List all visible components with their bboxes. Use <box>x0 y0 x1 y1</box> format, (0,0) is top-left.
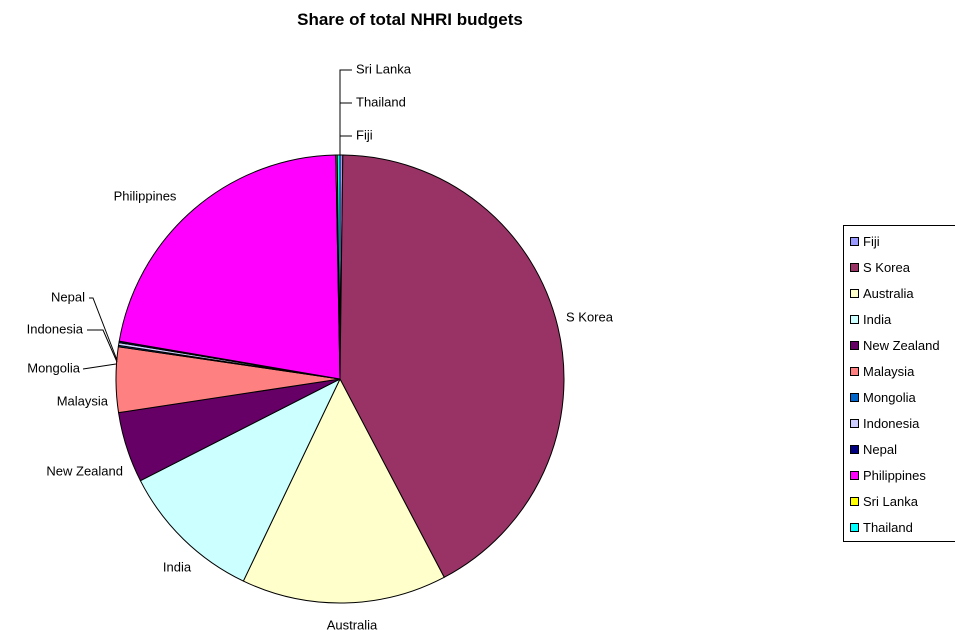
legend-swatch <box>850 288 859 298</box>
slice-label-malaysia: Malaysia <box>57 393 109 408</box>
legend-swatch <box>850 496 859 506</box>
legend-label: Indonesia <box>863 415 920 431</box>
legend-label: Australia <box>863 285 914 301</box>
pie-slices <box>115 154 565 604</box>
legend-swatch <box>850 314 859 324</box>
slice-label-indonesia: Indonesia <box>27 321 84 336</box>
slice-label-thailand: Thailand <box>356 94 406 109</box>
legend-label: Fiji <box>863 233 880 249</box>
legend-swatch <box>850 236 859 246</box>
legend-item-thailand: Thailand <box>844 514 955 540</box>
legend-item-mongolia: Mongolia <box>844 384 955 410</box>
slice-label-india: India <box>163 559 192 574</box>
legend-item-fiji: Fiji <box>844 228 955 254</box>
legend-swatch <box>850 418 859 428</box>
legend-item-philippines: Philippines <box>844 462 955 488</box>
legend: Fiji S Korea Australia India New Zealand Mala… <box>843 225 955 542</box>
legend-item-indonesia: Indonesia <box>844 410 955 436</box>
legend-item-nepal: Nepal <box>844 436 955 462</box>
chart-title: Share of total NHRI budgets <box>297 10 523 29</box>
legend-label: Malaysia <box>863 363 915 379</box>
slice-label-s-korea: S Korea <box>566 309 614 324</box>
legend-item-australia: Australia <box>844 280 955 306</box>
slice-labels: Fiji S Korea Australia India New Zealand Mala… <box>27 61 614 630</box>
legend-label: Mongolia <box>863 389 916 405</box>
legend-label: Nepal <box>863 441 897 457</box>
legend-item-india: India <box>844 306 955 332</box>
legend-swatch <box>850 366 859 376</box>
leader-line-fiji <box>339 135 352 157</box>
slice-label-australia: Australia <box>327 617 378 630</box>
legend-label: New Zealand <box>863 337 940 353</box>
slice-label-fiji: Fiji <box>356 127 373 142</box>
legend-label: Thailand <box>863 519 913 535</box>
legend-swatch <box>850 444 859 454</box>
legend-swatch <box>850 340 859 350</box>
legend-label: S Korea <box>863 259 910 275</box>
legend-label: Philippines <box>863 467 926 483</box>
legend-item-sri-lanka: Sri Lanka <box>844 488 955 514</box>
legend-label: India <box>863 311 892 327</box>
slice-label-new-zealand: New Zealand <box>46 463 123 478</box>
legend-item-s-korea: S Korea <box>844 254 955 280</box>
slice-label-philippines: Philippines <box>114 188 177 203</box>
pie-slice-philippines <box>118 154 341 380</box>
slice-label-nepal: Nepal <box>51 289 85 304</box>
slice-label-mongolia: Mongolia <box>27 360 81 375</box>
leader-line-indonesia <box>87 329 118 363</box>
legend-item-malaysia: Malaysia <box>844 358 955 384</box>
legend-item-new-zealand: New Zealand <box>844 332 955 358</box>
slice-label-sri-lanka: Sri Lanka <box>356 61 412 76</box>
legend-swatch <box>850 470 859 480</box>
leader-line-mongolia <box>82 363 117 370</box>
legend-swatch <box>850 522 859 532</box>
legend-swatch <box>850 392 859 402</box>
leader-line-nepal <box>89 297 118 361</box>
pie-slice-s-korea <box>339 154 565 578</box>
legend-label: Sri Lanka <box>863 493 918 509</box>
leader-line-thailand <box>339 102 352 157</box>
pie-slice-australia <box>242 378 445 604</box>
leader-line-sri-lanka <box>339 69 352 157</box>
pie-slice-india <box>139 378 341 582</box>
legend-swatch <box>850 262 859 272</box>
leader-lines <box>82 69 352 370</box>
